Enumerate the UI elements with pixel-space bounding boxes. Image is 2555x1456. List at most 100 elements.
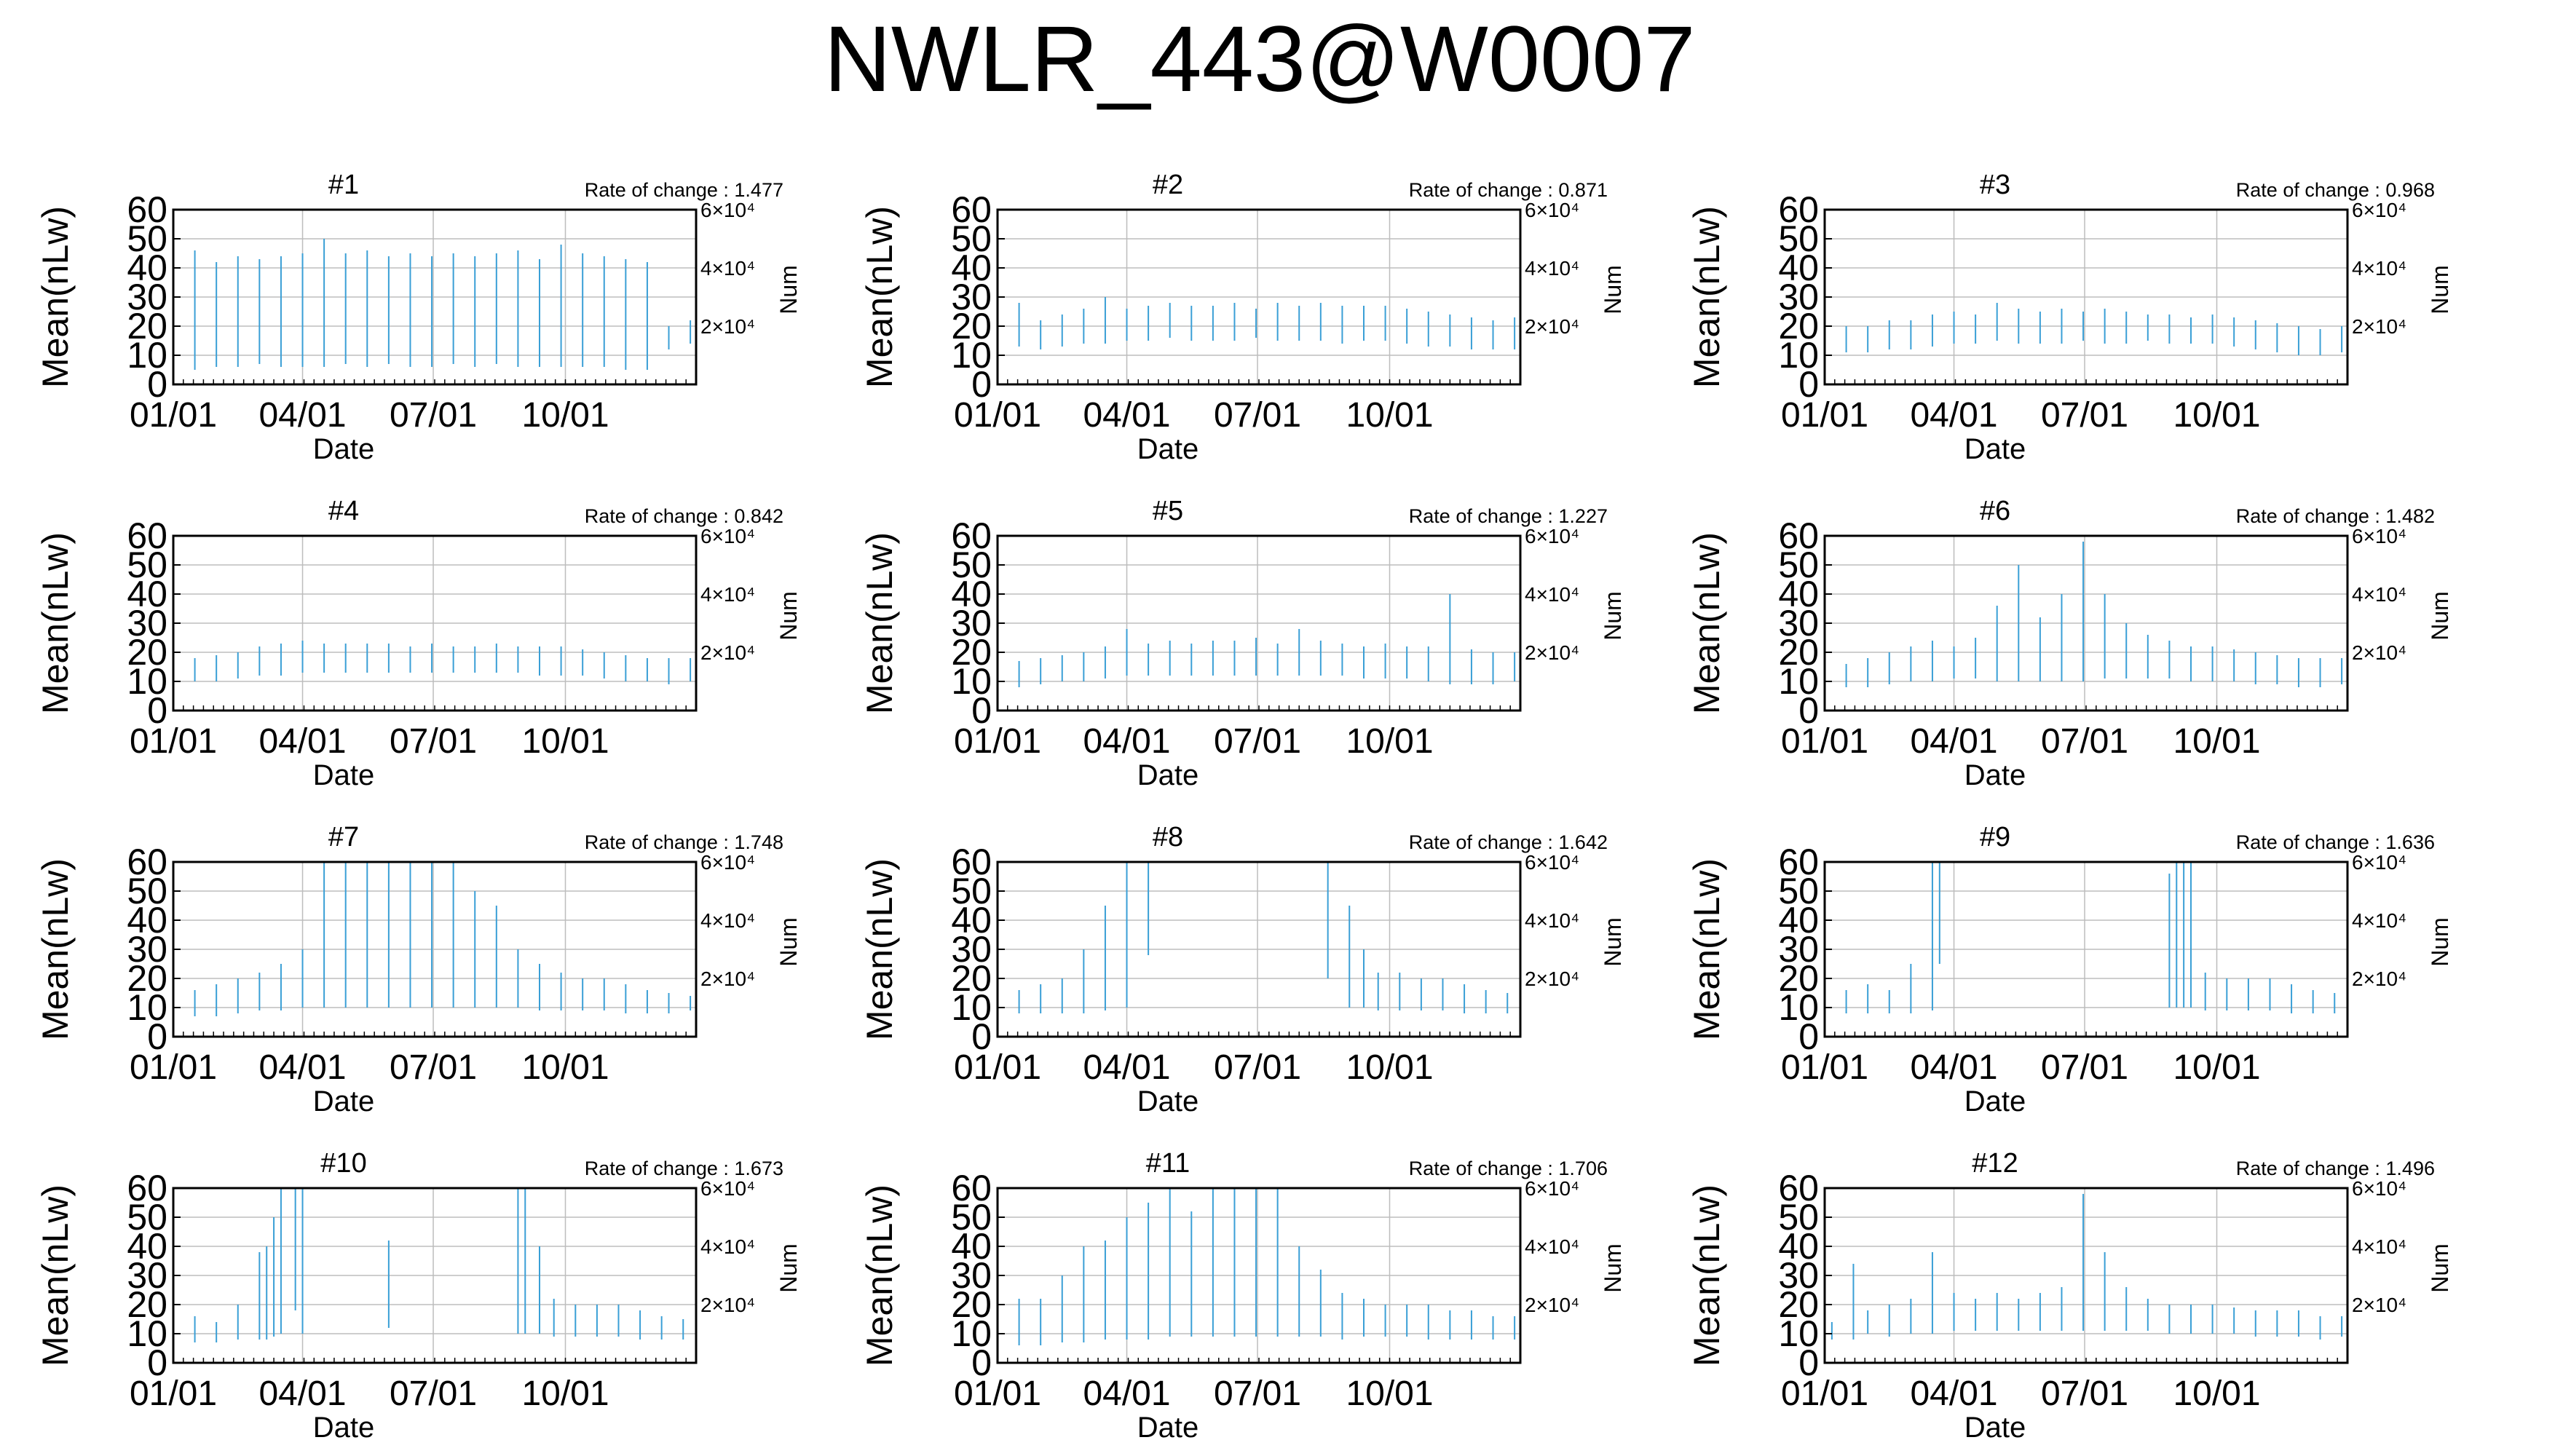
right-axis-label: Num (2427, 917, 2453, 967)
x-axis-label: Date (1137, 1085, 1199, 1117)
x-tick-label: 10/01 (521, 1048, 609, 1087)
panel-title: #1 (328, 170, 359, 200)
rate-of-change: Rate of change : 0.842 (585, 505, 783, 527)
y-tick-label: 60 (951, 515, 992, 556)
y-axis-label: Mean(nLw) (859, 858, 900, 1040)
y-tick-label: 30 (951, 1255, 992, 1296)
x-tick-label: 04/01 (1910, 1374, 1997, 1413)
y-axis-label: Mean(nLw) (1686, 532, 1727, 714)
x-axis-label: Date (313, 759, 375, 791)
y-tick-label: 0 (147, 1342, 167, 1383)
right-tick-label: 4×10⁴ (700, 583, 755, 606)
x-tick-label: 07/01 (2041, 722, 2128, 761)
y-axis-label: Mean(nLw) (35, 532, 76, 714)
y-tick-label: 10 (951, 661, 992, 702)
y-tick-label: 30 (1778, 277, 1819, 317)
x-tick-label: 04/01 (258, 1374, 346, 1413)
right-axis-label: Num (1600, 1243, 1626, 1293)
x-tick-label: 07/01 (1214, 1048, 1301, 1087)
right-axis-label: Num (1600, 917, 1626, 967)
x-axis-label: Date (1964, 1412, 2026, 1444)
y-tick-label: 60 (951, 189, 992, 230)
right-tick-label: 2×10⁴ (700, 641, 755, 664)
y-tick-label: 60 (1778, 842, 1819, 882)
x-tick-label: 10/01 (1346, 1374, 1433, 1413)
y-tick-label: 30 (127, 1255, 167, 1296)
x-axis-label: Date (313, 433, 375, 465)
right-tick-label: 2×10⁴ (1525, 641, 1579, 664)
right-axis-label: Num (775, 1243, 802, 1293)
y-tick-label: 50 (1778, 1197, 1819, 1238)
y-tick-label: 10 (127, 987, 167, 1028)
y-tick-label: 20 (127, 1284, 167, 1325)
x-tick-label: 01/01 (1781, 1048, 1868, 1087)
y-tick-label: 30 (1778, 929, 1819, 970)
x-tick-label: 10/01 (2173, 1048, 2260, 1087)
x-tick-label: 04/01 (1083, 722, 1170, 761)
y-tick-label: 60 (127, 842, 167, 882)
right-tick-label: 4×10⁴ (2352, 257, 2406, 280)
x-tick-label: 10/01 (1346, 1048, 1433, 1087)
y-tick-label: 0 (971, 1342, 992, 1383)
right-tick-label: 2×10⁴ (700, 968, 755, 990)
y-tick-label: 30 (1778, 1255, 1819, 1296)
x-tick-label: 04/01 (1083, 396, 1170, 435)
y-tick-label: 10 (1778, 335, 1819, 376)
y-axis-label: Mean(nLw) (35, 206, 76, 388)
y-tick-label: 30 (127, 603, 167, 644)
x-tick-label: 01/01 (954, 396, 1041, 435)
y-tick-label: 50 (1778, 545, 1819, 585)
x-tick-label: 04/01 (1910, 396, 1997, 435)
y-tick-label: 30 (951, 277, 992, 317)
panel-title: #4 (328, 496, 359, 526)
y-tick-label: 0 (147, 364, 167, 405)
y-tick-label: 10 (127, 1313, 167, 1354)
right-tick-label: 2×10⁴ (2352, 1294, 2406, 1316)
y-tick-label: 40 (1778, 574, 1819, 614)
y-tick-label: 40 (951, 248, 992, 288)
right-axis-label: Num (2427, 1243, 2453, 1293)
right-tick-label: 6×10⁴ (700, 1177, 755, 1200)
right-tick-label: 2×10⁴ (2352, 315, 2406, 338)
right-tick-label: 6×10⁴ (1525, 1177, 1579, 1200)
y-tick-label: 20 (1778, 306, 1819, 347)
rate-of-change: Rate of change : 1.706 (1409, 1158, 1608, 1179)
y-tick-label: 20 (951, 306, 992, 347)
x-tick-label: 04/01 (1910, 1048, 1997, 1087)
x-tick-label: 10/01 (2173, 722, 2260, 761)
x-tick-label: 04/01 (258, 722, 346, 761)
y-tick-label: 0 (1798, 364, 1819, 405)
y-tick-label: 30 (127, 929, 167, 970)
right-tick-label: 6×10⁴ (2352, 1177, 2406, 1200)
right-tick-label: 2×10⁴ (700, 315, 755, 338)
right-tick-label: 4×10⁴ (1525, 257, 1579, 280)
y-tick-label: 10 (1778, 987, 1819, 1028)
y-tick-label: 50 (951, 1197, 992, 1238)
x-tick-label: 01/01 (954, 1048, 1041, 1087)
right-axis-label: Num (775, 917, 802, 967)
x-tick-label: 10/01 (2173, 1374, 2260, 1413)
y-tick-label: 40 (1778, 1226, 1819, 1267)
y-tick-label: 60 (127, 1168, 167, 1208)
x-axis-label: Date (313, 1412, 375, 1444)
x-tick-label: 07/01 (390, 396, 477, 435)
panel-title: #7 (328, 822, 359, 852)
y-tick-label: 10 (1778, 661, 1819, 702)
y-tick-label: 50 (127, 1197, 167, 1238)
y-tick-label: 30 (1778, 603, 1819, 644)
x-tick-label: 07/01 (1214, 722, 1301, 761)
x-axis-label: Date (313, 1085, 375, 1117)
y-tick-label: 0 (1798, 1016, 1819, 1057)
x-tick-label: 04/01 (1083, 1048, 1170, 1087)
y-tick-label: 40 (951, 574, 992, 614)
figure-title: NWLR_443@W0007 (824, 7, 1695, 111)
right-tick-label: 6×10⁴ (2352, 199, 2406, 221)
right-tick-label: 4×10⁴ (1525, 1235, 1579, 1258)
y-tick-label: 10 (951, 987, 992, 1028)
